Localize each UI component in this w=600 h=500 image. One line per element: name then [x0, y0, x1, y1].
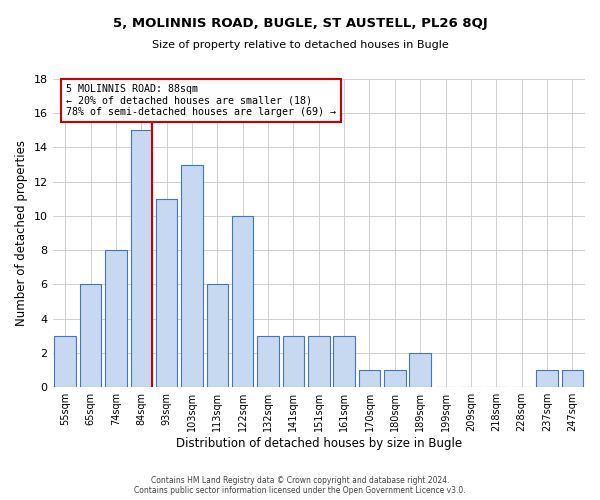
- Bar: [283, 336, 304, 387]
- X-axis label: Distribution of detached houses by size in Bugle: Distribution of detached houses by size …: [176, 437, 462, 450]
- Bar: [334, 336, 355, 387]
- Bar: [131, 130, 152, 387]
- Y-axis label: Number of detached properties: Number of detached properties: [15, 140, 28, 326]
- Bar: [105, 250, 127, 387]
- Text: Contains HM Land Registry data © Crown copyright and database right 2024.: Contains HM Land Registry data © Crown c…: [151, 476, 449, 485]
- Text: 5, MOLINNIS ROAD, BUGLE, ST AUSTELL, PL26 8QJ: 5, MOLINNIS ROAD, BUGLE, ST AUSTELL, PL2…: [113, 18, 487, 30]
- Text: 5 MOLINNIS ROAD: 88sqm
← 20% of detached houses are smaller (18)
78% of semi-det: 5 MOLINNIS ROAD: 88sqm ← 20% of detached…: [67, 84, 337, 117]
- Bar: [257, 336, 279, 387]
- Bar: [55, 336, 76, 387]
- Bar: [536, 370, 558, 387]
- Bar: [359, 370, 380, 387]
- Bar: [308, 336, 329, 387]
- Bar: [409, 353, 431, 387]
- Text: Size of property relative to detached houses in Bugle: Size of property relative to detached ho…: [152, 40, 448, 50]
- Text: Contains public sector information licensed under the Open Government Licence v3: Contains public sector information licen…: [134, 486, 466, 495]
- Bar: [156, 199, 178, 387]
- Bar: [181, 164, 203, 387]
- Bar: [562, 370, 583, 387]
- Bar: [232, 216, 253, 387]
- Bar: [80, 284, 101, 387]
- Bar: [206, 284, 228, 387]
- Bar: [384, 370, 406, 387]
